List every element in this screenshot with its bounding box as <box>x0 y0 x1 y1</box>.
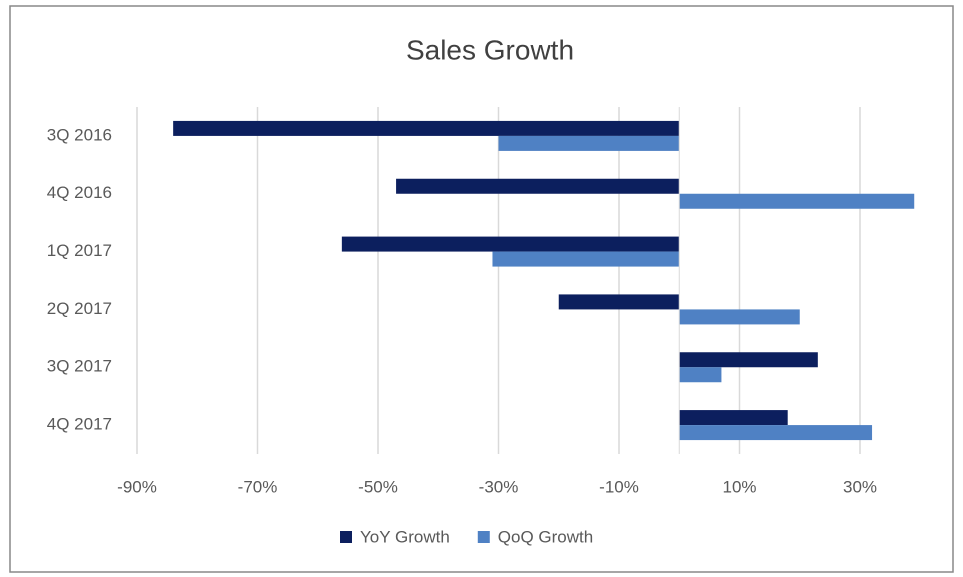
x-tick-label: 30% <box>843 477 877 496</box>
legend-swatch <box>340 531 352 543</box>
bar <box>679 193 915 209</box>
bar <box>173 120 680 136</box>
legend-label: YoY Growth <box>360 527 450 546</box>
legend-swatch <box>477 531 490 543</box>
y-tick-label: 3Q 2017 <box>47 357 112 376</box>
bar <box>498 135 680 151</box>
bar <box>492 251 680 267</box>
x-tick-label: -30% <box>479 477 519 496</box>
x-tick-label: 10% <box>722 477 756 496</box>
bar <box>679 410 788 426</box>
y-tick-label: 2Q 2017 <box>47 299 112 318</box>
x-tick-label: -90% <box>117 477 157 496</box>
y-tick-label: 4Q 2017 <box>47 415 112 434</box>
legend-label: QoQ Growth <box>498 527 593 546</box>
chart-title: Sales Growth <box>406 34 574 65</box>
bar <box>396 178 680 194</box>
bar <box>341 236 680 252</box>
x-tick-label: -70% <box>238 477 278 496</box>
y-tick-label: 1Q 2017 <box>47 241 112 260</box>
bar <box>558 294 680 310</box>
bar <box>679 367 722 383</box>
y-tick-label: 4Q 2016 <box>47 183 112 202</box>
bar <box>679 425 873 441</box>
x-tick-label: -10% <box>599 477 639 496</box>
x-tick-label: -50% <box>358 477 398 496</box>
chart-frame <box>9 5 954 573</box>
y-tick-label: 3Q 2016 <box>47 125 112 144</box>
bar <box>679 309 800 325</box>
bar <box>679 352 818 368</box>
